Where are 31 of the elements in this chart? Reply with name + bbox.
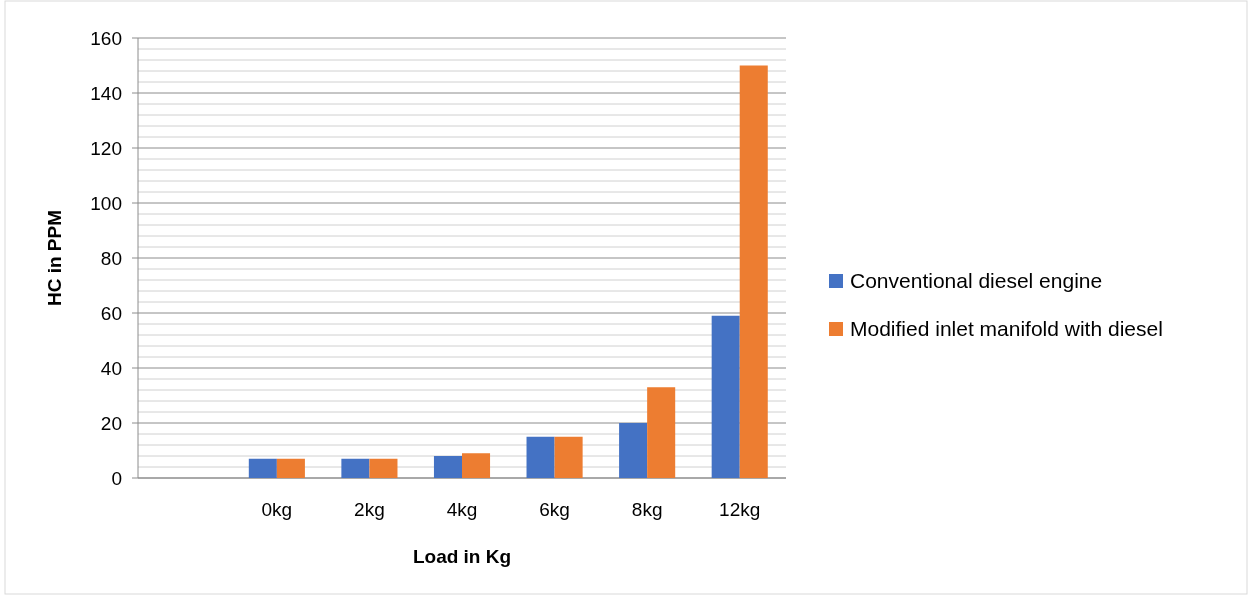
y-tick-label: 120 <box>90 137 122 159</box>
x-axis-title: Load in Kg <box>412 546 512 567</box>
bar <box>433 456 462 478</box>
y-axis-title: HC in PPM <box>44 209 65 307</box>
legend-label: Modified inlet manifold with diesel <box>850 317 1163 341</box>
y-tick-label: 0 <box>111 467 122 489</box>
bar <box>619 423 648 478</box>
y-tick-label: 140 <box>90 82 122 104</box>
x-tick-label: 12kg <box>719 499 761 520</box>
y-tick-label: 40 <box>100 357 122 379</box>
y-tick-label: 160 <box>90 27 122 49</box>
bar <box>526 436 555 478</box>
bar <box>647 387 676 478</box>
y-tick-label: 100 <box>90 192 122 214</box>
legend-label: Conventional diesel engine <box>850 269 1103 293</box>
bar <box>462 453 491 478</box>
bar <box>248 458 277 478</box>
bar <box>369 458 398 478</box>
bar <box>739 65 768 478</box>
y-tick-label: 60 <box>100 302 122 324</box>
y-tick-label: 80 <box>100 247 122 269</box>
bar <box>554 436 583 478</box>
y-tick-label: 20 <box>100 412 122 434</box>
x-tick-label: 2kg <box>354 499 385 520</box>
x-tick-label: 4kg <box>446 499 478 520</box>
x-tick-label: 6kg <box>539 499 570 520</box>
bar <box>341 458 370 478</box>
bar <box>276 458 305 478</box>
bar <box>711 315 740 478</box>
x-tick-label: 0kg <box>261 499 293 520</box>
x-tick-label: 8kg <box>631 499 663 520</box>
